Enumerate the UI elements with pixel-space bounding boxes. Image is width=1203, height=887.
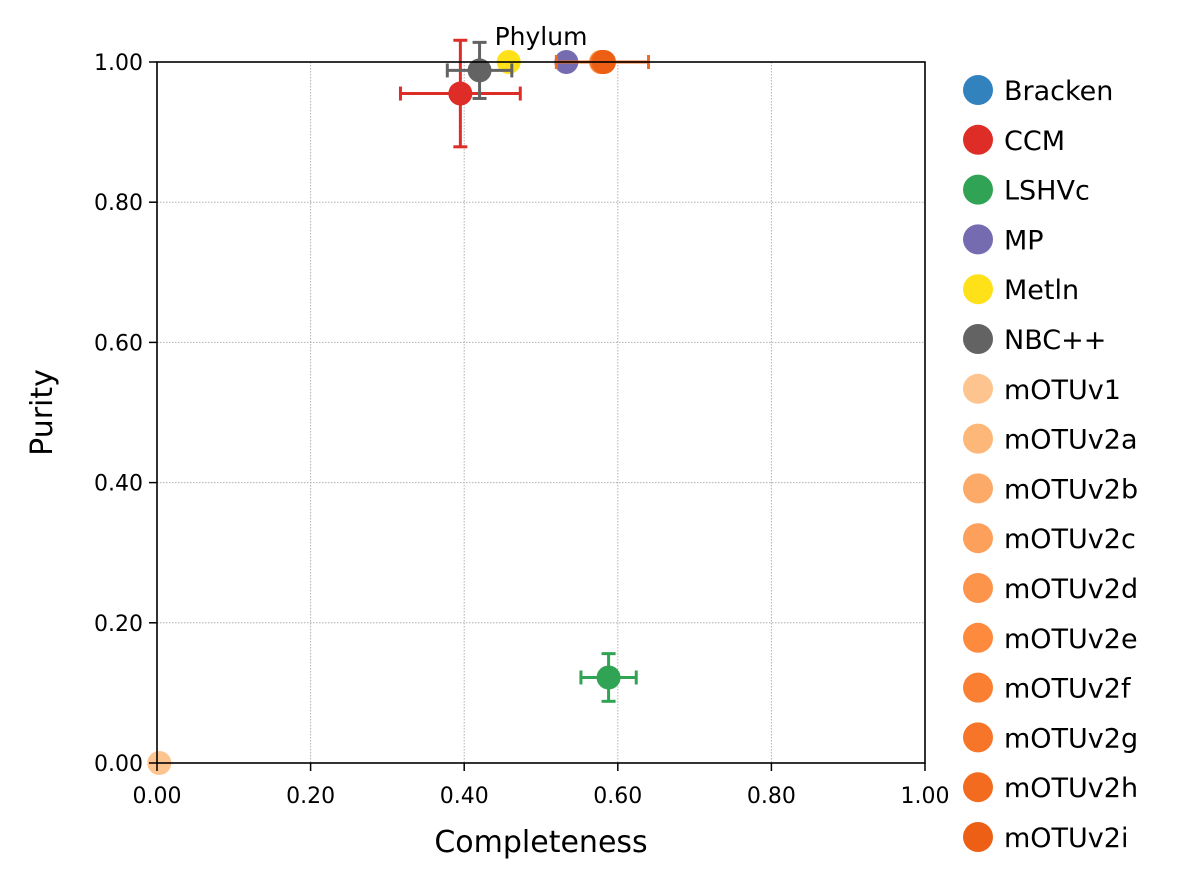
legend-label: mOTUv1 xyxy=(1004,375,1121,406)
x-tick-label: 0.00 xyxy=(133,784,182,809)
x-tick-label: 0.80 xyxy=(747,784,796,809)
legend-label: CCM xyxy=(1004,126,1065,157)
y-tick-label: 0.20 xyxy=(94,612,143,637)
y-tick-label: 1.00 xyxy=(94,51,143,76)
plot-area-frame xyxy=(156,61,926,764)
legend-label: LSHVc xyxy=(1004,176,1090,207)
legend-item-bracken: Bracken xyxy=(963,75,1113,107)
legend-item-lshvc: LSHVc xyxy=(963,174,1090,207)
chart-title: Phylum xyxy=(495,22,588,51)
y-tick-label: 0.40 xyxy=(94,472,143,497)
legend-label: mOTUv2h xyxy=(1004,773,1138,804)
legend-marker xyxy=(963,822,993,852)
legend-item-motuv2a: mOTUv2a xyxy=(963,423,1138,456)
legend-marker xyxy=(963,722,993,753)
legend-item-motuv2g: mOTUv2g xyxy=(963,722,1138,754)
legend-marker xyxy=(963,373,993,404)
legend-label: mOTUv2f xyxy=(1004,674,1132,705)
legend-item-motuv2i: mOTUv2i xyxy=(963,822,1128,854)
x-tick-label: 0.60 xyxy=(593,784,642,809)
series-lshvc xyxy=(579,652,638,703)
legend-marker xyxy=(963,573,993,603)
legend-label: NBC++ xyxy=(1004,325,1106,356)
y-tick-label: 0.60 xyxy=(94,331,143,356)
legend-label: mOTUv2b xyxy=(1004,474,1138,505)
data-point xyxy=(448,81,473,106)
legend-label: mOTUv2a xyxy=(1004,425,1138,456)
legend-marker xyxy=(963,274,993,305)
legend-marker xyxy=(963,473,993,504)
legend-marker xyxy=(963,672,993,703)
legend-marker xyxy=(963,622,993,653)
legend-item-motuv2d: mOTUv2d xyxy=(963,573,1138,605)
data-point xyxy=(596,665,621,690)
y-tick-label: 0.00 xyxy=(94,752,143,777)
legend-marker xyxy=(963,523,993,554)
legend-item-nbc: NBC++ xyxy=(963,324,1106,356)
legend-item-ccm: CCM xyxy=(963,124,1065,157)
legend-item-motuv2f: mOTUv2f xyxy=(963,672,1132,705)
data-layer xyxy=(147,38,651,775)
legend-label: mOTUv2g xyxy=(1004,723,1138,754)
legend-marker xyxy=(963,423,993,454)
legend-label: mOTUv2d xyxy=(1004,574,1138,605)
legend-marker xyxy=(963,772,993,803)
series-ccm xyxy=(398,38,522,149)
y-axis-title: Purity xyxy=(25,369,60,456)
legend-marker xyxy=(963,224,993,255)
legend-item-motuv2c: mOTUv2c xyxy=(963,523,1136,555)
grid-lines xyxy=(157,62,925,763)
legend-label: MP xyxy=(1004,225,1044,256)
legend-label: mOTUv2i xyxy=(1004,823,1128,854)
x-tick-label: 0.20 xyxy=(286,784,335,809)
y-tick-label: 0.80 xyxy=(94,191,143,216)
x-tick-label: 0.40 xyxy=(440,784,489,809)
legend: Bracken CCM LSHVc MP Metln NBC++ mOTUv1 mOTUv2a… xyxy=(963,75,1138,854)
data-point xyxy=(467,58,492,83)
series-nbc xyxy=(445,40,514,100)
legend-item-mp: MP xyxy=(963,224,1044,256)
x-tick-label: 1.00 xyxy=(901,784,950,809)
legend-marker xyxy=(963,324,993,354)
legend-label: mOTUv2c xyxy=(1004,524,1136,555)
legend-item-motuv1: mOTUv1 xyxy=(963,373,1121,406)
legend-marker xyxy=(963,174,993,205)
legend-label: Metln xyxy=(1004,275,1079,306)
legend-marker xyxy=(963,124,993,155)
legend-label: mOTUv2e xyxy=(1004,624,1138,655)
legend-label: Bracken xyxy=(1004,76,1113,107)
legend-marker xyxy=(963,75,993,105)
axis-ticks: 0.00 0.20 0.40 0.60 0.80 1.00 0.00 0.20 0.40 0.60… xyxy=(94,51,949,809)
legend-item-motuv2e: mOTUv2e xyxy=(963,622,1138,655)
x-axis-title: Completeness xyxy=(434,825,647,860)
legend-item-motuv2h: mOTUv2h xyxy=(963,772,1138,804)
legend-item-motuv2b: mOTUv2b xyxy=(963,473,1138,505)
legend-item-metln: Metln xyxy=(963,274,1079,306)
